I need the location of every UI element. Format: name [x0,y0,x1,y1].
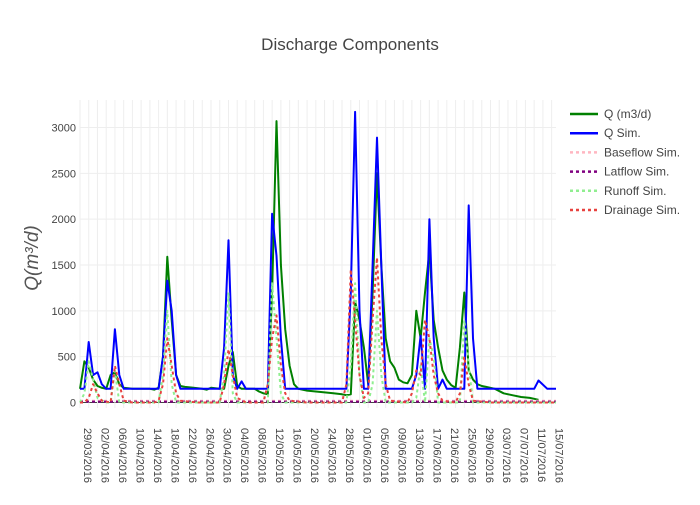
x-tick-label: 25/06/2016 [465,428,477,483]
x-tick-label: 04/05/2016 [238,428,250,483]
y-tick-label: 1500 [52,260,76,272]
x-tick-label: 13/06/2016 [413,428,425,483]
x-tick-label: 30/04/2016 [221,428,233,483]
series-line-q-sim [80,110,556,390]
x-tick-label: 01/06/2016 [360,428,372,483]
y-tick-label: 2500 [52,168,76,180]
x-tick-label: 17/06/2016 [430,428,442,483]
x-tick-label: 26/04/2016 [203,428,215,483]
x-tick-label: 29/06/2016 [483,428,495,483]
x-tick-label: 06/04/2016 [116,428,128,483]
x-tick-label: 21/06/2016 [448,428,460,483]
chart-title: Discharge Components [261,35,439,54]
legend-label: Q (m3/d) [604,107,651,121]
x-tick-label: 08/05/2016 [256,428,268,483]
x-tick-label: 20/05/2016 [308,428,320,483]
x-tick-label: 14/04/2016 [151,428,163,483]
series-line-drainage-sim [80,256,556,404]
y-tick-label: 1000 [52,306,76,318]
legend-label: Q Sim. [604,126,641,140]
x-tick-label: 09/06/2016 [395,428,407,483]
x-tick-label: 15/07/2016 [553,428,565,483]
x-tick-label: 10/04/2016 [133,428,145,483]
y-tick-labels: 0 500 1000 1500 2000 2500 3000 [52,123,76,410]
legend: Q (m3/d) Q Sim. Baseflow Sim. Latflow Sim. R… [570,107,680,217]
x-tick-label: 07/07/2016 [518,428,530,483]
x-tick-label: 24/05/2016 [326,428,338,483]
legend-label: Drainage Sim. [604,203,680,217]
legend-label: Runoff Sim. [604,184,666,198]
x-tick-label: 02/04/2016 [98,428,110,483]
grid-layer [79,100,556,408]
x-tick-label: 05/06/2016 [378,428,390,483]
series-line-runoff-sim [79,282,556,404]
x-tick-labels: 29/03/2016 02/04/2016 06/04/2016 10/04/2016… [81,428,565,483]
x-tick-label: 22/04/2016 [186,428,198,483]
x-tick-label: 18/04/2016 [168,428,180,483]
x-tick-label: 03/07/2016 [500,428,512,483]
x-tick-label: 29/03/2016 [81,428,93,483]
y-tick-label: 500 [58,352,76,364]
y-tick-label: 2000 [52,214,76,226]
y-axis-label: Q(m³/d) [22,225,43,290]
y-tick-label: 3000 [52,123,76,135]
legend-label: Latflow Sim. [604,165,669,179]
legend-label: Baseflow Sim. [604,145,680,159]
x-tick-label: 11/07/2016 [535,428,547,482]
x-tick-label: 16/05/2016 [291,428,303,483]
x-tick-label: 12/05/2016 [273,428,285,483]
y-tick-label: 0 [70,398,76,410]
series-layer [79,110,556,404]
x-tick-label: 28/05/2016 [343,428,355,483]
